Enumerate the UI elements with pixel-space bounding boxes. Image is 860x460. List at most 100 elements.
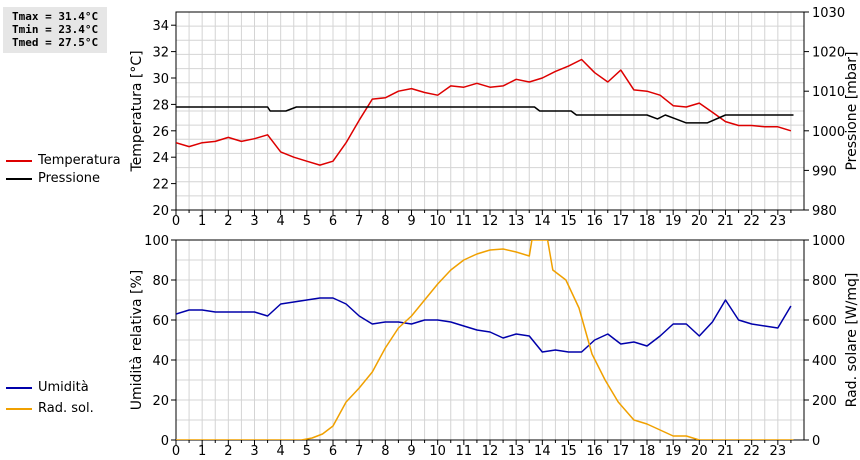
x-tick-label: 9 [407, 214, 415, 229]
series-line-pressione [176, 106, 794, 124]
y-right-tick-label: 1000 [812, 234, 845, 249]
x-tick-label: 20 [691, 444, 708, 459]
y-right-tick-label: 200 [812, 394, 837, 409]
y-left-axis-title: Temperatura [°C] [129, 50, 145, 172]
legend-temperatura-swatch [6, 159, 32, 162]
y-right-tick-label: 0 [812, 434, 820, 449]
tmax-label: Tmax = 31.4°C [12, 10, 99, 23]
humidity-radiation-chart: 0 1 2 3 4 5 6 7 8 9 10 11 12 13 14 15 16 17 18 19 20 21 22 2302… [129, 234, 860, 459]
y-left-tick-label: 28 [152, 98, 169, 113]
x-tick-label: 8 [381, 444, 389, 459]
y-right-tick-label: 800 [812, 274, 837, 289]
series-line-rad-sol [176, 240, 794, 440]
tmed-label: Tmed = 27.5°C [12, 36, 99, 49]
x-tick-label: 23 [770, 214, 787, 229]
series-line-umidit [176, 297, 792, 353]
legend-umidita-swatch [6, 386, 32, 389]
x-tick-label: 23 [770, 444, 787, 459]
x-tick-label: 14 [534, 444, 551, 459]
y-left-tick-label: 30 [152, 72, 169, 87]
x-tick-label: 18 [639, 444, 656, 459]
plot-frame [175, 239, 805, 441]
y-left-tick-label: 24 [152, 151, 169, 166]
y-left-axis-title: Umidità relativa [%] [129, 270, 145, 411]
x-tick-label: 1 [198, 444, 206, 459]
x-tick-label: 7 [355, 444, 363, 459]
x-tick-label: 22 [743, 214, 760, 229]
x-tick-label: 10 [429, 444, 446, 459]
legend-umidita: Umidità [6, 380, 89, 396]
legend-radsol-label: Rad. sol. [38, 401, 94, 416]
x-tick-label: 21 [717, 444, 734, 459]
x-tick-label: 13 [508, 444, 525, 459]
x-tick-label: 4 [277, 214, 285, 229]
legend-radsol: Rad. sol. [6, 401, 94, 417]
x-tick-label: 7 [355, 214, 363, 229]
x-tick-label: 14 [534, 214, 551, 229]
y-left-tick-label: 80 [152, 274, 169, 289]
x-tick-label: 5 [303, 214, 311, 229]
y-left-tick-label: 20 [152, 204, 169, 219]
x-tick-label: 4 [277, 444, 285, 459]
x-tick-label: 16 [586, 214, 603, 229]
y-right-tick-label: 990 [812, 164, 837, 179]
x-tick-label: 19 [665, 444, 682, 459]
y-left-tick-label: 26 [152, 125, 169, 140]
y-left-tick-label: 40 [152, 354, 169, 369]
y-right-tick-label: 1020 [812, 46, 845, 61]
series-line-temperatura [176, 58, 792, 166]
x-tick-label: 13 [508, 214, 525, 229]
x-tick-label: 6 [329, 214, 337, 229]
x-tick-label: 0 [172, 444, 180, 459]
y-right-axis-title: Pressione [mbar] [844, 51, 860, 170]
x-tick-label: 2 [224, 444, 232, 459]
legend-umidita-label: Umidità [38, 380, 89, 395]
y-left-tick-label: 60 [152, 314, 169, 329]
x-tick-label: 15 [560, 214, 577, 229]
legend-pressione-label: Pressione [38, 171, 101, 186]
x-tick-label: 12 [482, 214, 499, 229]
legend-radsol-swatch [6, 407, 32, 410]
x-tick-label: 11 [456, 444, 473, 459]
x-tick-label: 22 [743, 444, 760, 459]
x-tick-label: 3 [250, 214, 258, 229]
x-tick-label: 9 [407, 444, 415, 459]
x-tick-label: 18 [639, 214, 656, 229]
y-left-tick-label: 22 [152, 178, 169, 193]
x-tick-label: 5 [303, 444, 311, 459]
x-tick-label: 19 [665, 214, 682, 229]
legend-pressione: Pressione [6, 171, 100, 187]
y-left-tick-label: 0 [161, 434, 169, 449]
x-tick-label: 1 [198, 214, 206, 229]
x-tick-label: 0 [172, 214, 180, 229]
x-tick-label: 20 [691, 214, 708, 229]
y-left-tick-label: 20 [152, 394, 169, 409]
stats-box: Tmax = 31.4°C Tmin = 23.4°C Tmed = 27.5°… [3, 7, 107, 53]
legend-temperatura: Temperatura [6, 153, 121, 169]
temperature-pressure-chart: 0 1 2 3 4 5 6 7 8 9 10 11 12 13 14 15 16 17 18 19 20 21 22 2320… [129, 6, 860, 229]
x-tick-label: 21 [717, 214, 734, 229]
x-tick-label: 11 [456, 214, 473, 229]
legend-pressione-swatch [6, 177, 32, 180]
y-right-tick-label: 980 [812, 204, 837, 219]
y-left-tick-label: 100 [144, 234, 169, 249]
x-tick-label: 17 [613, 214, 630, 229]
x-tick-label: 2 [224, 214, 232, 229]
y-right-tick-label: 1000 [812, 125, 845, 140]
plot-frame [175, 11, 805, 211]
y-right-tick-label: 1030 [812, 6, 845, 21]
y-left-tick-label: 32 [152, 46, 169, 61]
tmin-label: Tmin = 23.4°C [12, 23, 99, 36]
y-right-axis-title: Rad. solare [W/mq] [844, 273, 860, 408]
x-tick-label: 12 [482, 444, 499, 459]
x-tick-label: 15 [560, 444, 577, 459]
x-tick-label: 8 [381, 214, 389, 229]
y-right-tick-label: 1010 [812, 85, 845, 100]
x-tick-label: 17 [613, 444, 630, 459]
y-right-tick-label: 400 [812, 354, 837, 369]
y-left-tick-label: 34 [152, 19, 169, 34]
x-tick-label: 10 [429, 214, 446, 229]
x-tick-label: 6 [329, 444, 337, 459]
y-right-tick-label: 600 [812, 314, 837, 329]
